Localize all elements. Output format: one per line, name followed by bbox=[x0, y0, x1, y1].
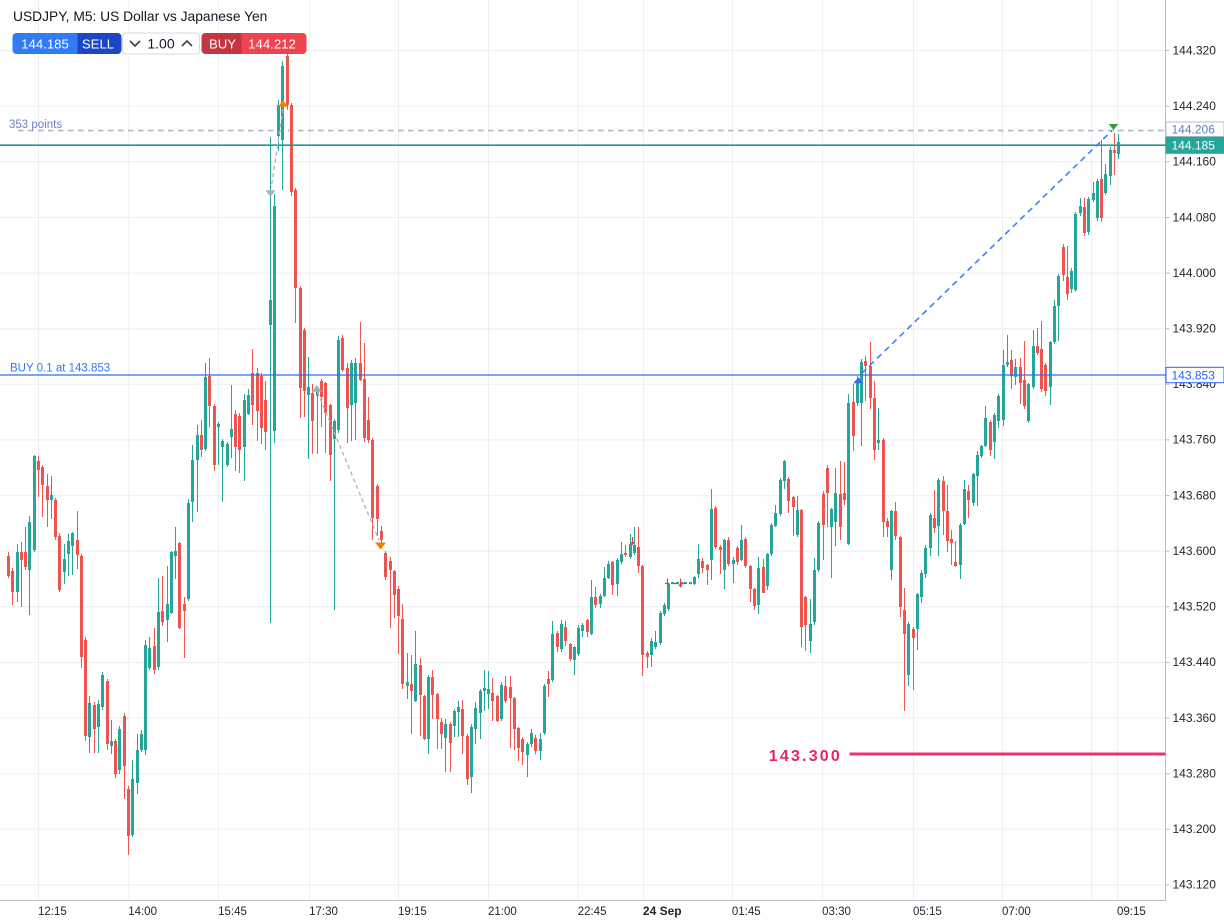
svg-text:22:45: 22:45 bbox=[578, 906, 607, 918]
svg-text:BUY: BUY bbox=[209, 36, 236, 51]
svg-text:BUY 0.1 at 143.853: BUY 0.1 at 143.853 bbox=[10, 363, 110, 375]
svg-text:143.440: 143.440 bbox=[1173, 655, 1217, 669]
svg-text:14:00: 14:00 bbox=[128, 906, 157, 918]
svg-text:12:15: 12:15 bbox=[38, 906, 67, 918]
svg-text:03:30: 03:30 bbox=[822, 906, 851, 918]
svg-text:144.080: 144.080 bbox=[1173, 210, 1217, 224]
svg-text:15:45: 15:45 bbox=[218, 906, 247, 918]
svg-text:144.240: 144.240 bbox=[1173, 99, 1217, 113]
svg-text:143.200: 143.200 bbox=[1173, 822, 1217, 836]
svg-text:143.300: 143.300 bbox=[769, 748, 842, 765]
svg-text:144.160: 144.160 bbox=[1173, 155, 1217, 169]
svg-text:24 Sep: 24 Sep bbox=[643, 904, 682, 918]
svg-text:SELL: SELL bbox=[82, 36, 114, 51]
svg-text:17:30: 17:30 bbox=[309, 906, 338, 918]
svg-text:143.760: 143.760 bbox=[1173, 433, 1217, 447]
svg-text:19:15: 19:15 bbox=[398, 906, 427, 918]
svg-text:144.320: 144.320 bbox=[1173, 43, 1217, 57]
svg-text:1.00: 1.00 bbox=[147, 36, 174, 52]
svg-text:144.185: 144.185 bbox=[21, 36, 69, 51]
svg-text:144.206: 144.206 bbox=[1172, 123, 1216, 137]
svg-text:07:00: 07:00 bbox=[1002, 906, 1031, 918]
svg-text:353 points: 353 points bbox=[9, 119, 62, 131]
svg-text:143.360: 143.360 bbox=[1173, 711, 1217, 725]
svg-text:09:15: 09:15 bbox=[1117, 906, 1146, 918]
svg-text:144.000: 144.000 bbox=[1173, 266, 1217, 280]
svg-text:143.280: 143.280 bbox=[1173, 767, 1217, 781]
svg-text:143.520: 143.520 bbox=[1173, 600, 1217, 614]
svg-text:144.212: 144.212 bbox=[248, 36, 296, 51]
svg-text:144.185: 144.185 bbox=[1172, 139, 1216, 153]
svg-text:143.680: 143.680 bbox=[1173, 488, 1217, 502]
svg-text:143.853: 143.853 bbox=[1172, 368, 1216, 382]
svg-text:01:45: 01:45 bbox=[732, 906, 761, 918]
svg-text:143.600: 143.600 bbox=[1173, 544, 1217, 558]
svg-text:21:00: 21:00 bbox=[488, 906, 517, 918]
svg-text:143.920: 143.920 bbox=[1173, 322, 1217, 336]
svg-text:05:15: 05:15 bbox=[913, 906, 942, 918]
svg-text:USDJPY, M5: US Dollar vs Japan: USDJPY, M5: US Dollar vs Japanese Yen bbox=[13, 9, 267, 24]
svg-text:143.120: 143.120 bbox=[1173, 878, 1217, 892]
